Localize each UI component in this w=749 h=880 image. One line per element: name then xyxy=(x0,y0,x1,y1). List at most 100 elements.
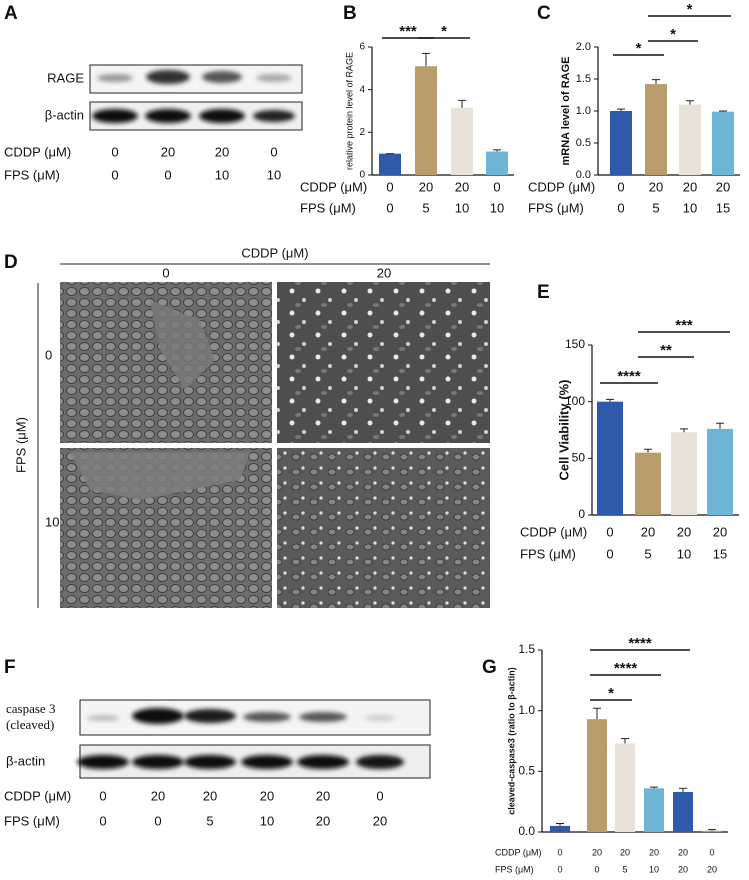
blot-row-label: caspase 3 xyxy=(6,701,55,716)
condition-value: 20 xyxy=(215,144,229,159)
category-label: 20 xyxy=(683,179,697,194)
y-tick-label: 0 xyxy=(359,170,365,181)
panel-label: G xyxy=(482,657,497,678)
category-label: 10 xyxy=(490,200,504,215)
condition-value: 20 xyxy=(260,788,274,803)
significance-label: **** xyxy=(628,635,652,652)
condition-value: 20 xyxy=(316,788,330,803)
y-tick-label: 100 xyxy=(565,394,585,408)
condition-value: 20 xyxy=(203,788,217,803)
y-axis-label: cleaved-caspase3 (ratio to β-actin) xyxy=(506,667,516,815)
category-label: 0 xyxy=(557,847,562,857)
column-label: 0 xyxy=(162,265,169,280)
blot-band xyxy=(202,71,242,83)
condition-value: 5 xyxy=(206,813,213,828)
blot-band xyxy=(243,712,291,722)
category-row-name: CDDP (μM) xyxy=(495,847,542,857)
bar xyxy=(597,401,623,515)
category-label: 0 xyxy=(617,179,624,194)
condition-value: 0 xyxy=(376,788,383,803)
y-axis-label: relative protein level of RAGE xyxy=(344,52,354,170)
significance-label: * xyxy=(687,1,693,18)
category-label: 10 xyxy=(677,546,691,561)
category-row-name: FPS (μM) xyxy=(300,200,356,215)
blot-band xyxy=(199,109,245,123)
y-tick-label: 1.5 xyxy=(518,642,535,656)
blot-band xyxy=(184,709,236,723)
category-label: 20 xyxy=(649,179,663,194)
significance-label: * xyxy=(636,40,642,57)
y-tick-label: 6 xyxy=(359,42,365,53)
blot-band xyxy=(364,715,396,721)
y-tick-label: 0.0 xyxy=(576,169,591,181)
micrograph-texture xyxy=(150,300,215,390)
condition-value: 0 xyxy=(99,788,106,803)
blot-band xyxy=(253,110,295,122)
category-row-name: CDDP (μM) xyxy=(528,179,595,194)
condition-value: 10 xyxy=(260,813,274,828)
significance-label: *** xyxy=(399,23,417,40)
category-label: 20 xyxy=(707,864,717,874)
blot-row-label: β-actin xyxy=(6,753,45,768)
y-tick-label: 1.5 xyxy=(576,73,591,85)
condition-value: 10 xyxy=(215,167,229,182)
bar xyxy=(587,719,607,832)
blot-band xyxy=(87,715,119,721)
bar xyxy=(379,153,401,175)
condition-value: 10 xyxy=(267,167,281,182)
condition-value: 20 xyxy=(373,813,387,828)
category-label: 20 xyxy=(620,847,630,857)
condition-value: 0 xyxy=(111,167,118,182)
bar xyxy=(712,111,734,175)
y-axis-label: mRNA level of RAGE xyxy=(560,56,572,165)
bar xyxy=(486,151,508,175)
blot-band xyxy=(241,755,293,769)
condition-value: 0 xyxy=(99,813,106,828)
category-row-name: CDDP (μM) xyxy=(520,524,587,539)
bar xyxy=(702,830,722,832)
category-label: 20 xyxy=(649,847,659,857)
bar xyxy=(644,788,664,832)
y-tick-label: 0.5 xyxy=(518,764,535,778)
condition-name: CDDP (μM) xyxy=(4,788,71,803)
y-axis-label: Cell Viability (%) xyxy=(556,380,571,481)
column-title: CDDP (μM) xyxy=(241,245,308,260)
category-label: 0 xyxy=(493,179,500,194)
panel-label: F xyxy=(4,657,16,678)
blot-band xyxy=(256,74,292,82)
category-label: 5 xyxy=(622,864,627,874)
category-label: 20 xyxy=(419,179,433,194)
bar xyxy=(645,84,667,175)
category-label: 15 xyxy=(713,546,727,561)
condition-value: 20 xyxy=(151,788,165,803)
category-label: 20 xyxy=(678,864,688,874)
condition-value: 0 xyxy=(164,167,171,182)
blot-band xyxy=(145,109,191,123)
condition-name: FPS (μM) xyxy=(4,813,60,828)
category-label: 20 xyxy=(713,524,727,539)
y-tick-label: 2 xyxy=(359,127,365,138)
category-label: 10 xyxy=(455,200,469,215)
bar xyxy=(451,107,473,175)
category-label: 10 xyxy=(649,864,659,874)
y-tick-label: 0 xyxy=(578,507,585,521)
category-row-name: FPS (μM) xyxy=(528,200,584,215)
blot-band xyxy=(77,755,129,769)
condition-value: 0 xyxy=(270,144,277,159)
category-label: 20 xyxy=(592,847,602,857)
category-label: 0 xyxy=(606,546,613,561)
y-tick-label: 4 xyxy=(359,84,365,95)
category-label: 20 xyxy=(716,179,730,194)
blot-band xyxy=(132,755,184,769)
blot-band xyxy=(146,70,190,84)
bar xyxy=(673,791,693,832)
category-label: 20 xyxy=(455,179,469,194)
significance-label: *** xyxy=(675,317,693,334)
category-label: 0 xyxy=(617,200,624,215)
micrograph xyxy=(60,282,272,443)
row-label: 10 xyxy=(45,514,59,529)
category-label: 0 xyxy=(386,200,393,215)
panel-label: D xyxy=(4,252,18,273)
category-label: 5 xyxy=(652,200,659,215)
